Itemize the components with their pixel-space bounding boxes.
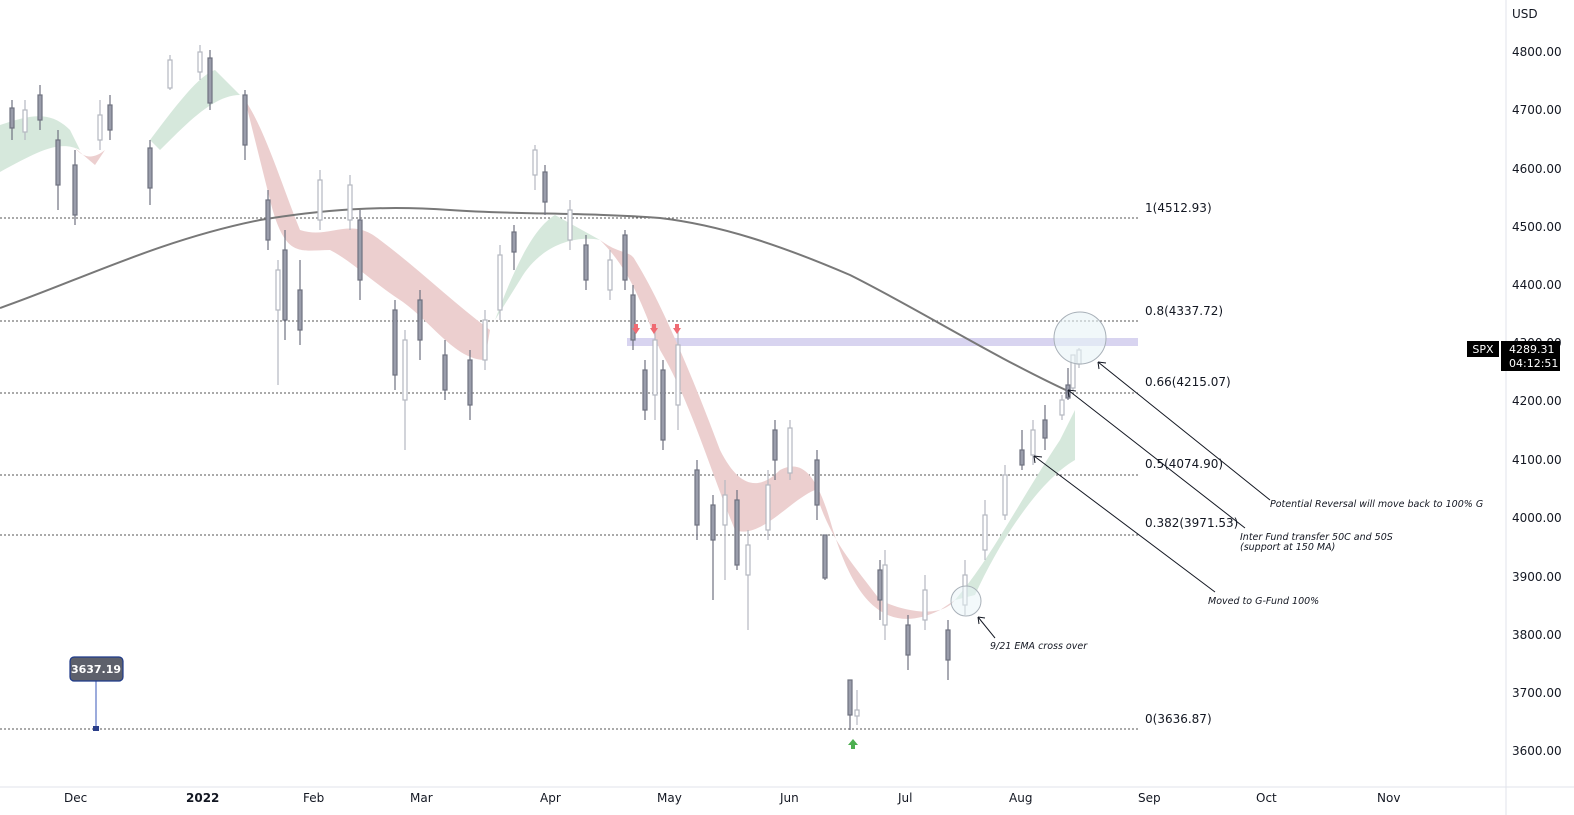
sell-signal-arrows bbox=[632, 324, 681, 334]
time-label: Sep bbox=[1138, 791, 1161, 805]
symbol-badge[interactable] bbox=[1467, 341, 1499, 357]
price-tick: 3600.00 bbox=[1512, 744, 1562, 758]
fib-label-0.8: 0.8(4337.72) bbox=[1145, 304, 1223, 318]
price-marker-callout[interactable] bbox=[69, 656, 124, 682]
arrow-down-icon bbox=[650, 324, 658, 334]
time-label: Jun bbox=[779, 791, 799, 805]
last-price: 4289.31 bbox=[1509, 343, 1555, 356]
resistance-band[interactable] bbox=[627, 338, 1138, 346]
note-gfund: Moved to G-Fund 100% bbox=[1208, 596, 1319, 607]
arrow-down-icon bbox=[632, 324, 640, 334]
time-label: Jul bbox=[897, 791, 912, 805]
symbol-badge-text: SPX bbox=[1472, 343, 1494, 356]
price-tick: 4800.00 bbox=[1512, 45, 1562, 59]
note-reversal: Potential Reversal will move back to 100… bbox=[1270, 499, 1483, 510]
note-ema: 9/21 EMA cross over bbox=[990, 641, 1088, 652]
price-tick: 4100.00 bbox=[1512, 453, 1562, 467]
note-interfund-2: (support at 150 MA) bbox=[1240, 542, 1335, 553]
time-label: Oct bbox=[1256, 791, 1277, 805]
fib-label-0.5: 0.5(4074.90) bbox=[1145, 457, 1223, 471]
ema-ribbon bbox=[0, 70, 1075, 619]
price-tick: 3900.00 bbox=[1512, 570, 1562, 584]
candles bbox=[9, 45, 1082, 730]
highlight-circle-reversal[interactable] bbox=[1053, 311, 1107, 365]
price-tick: 3700.00 bbox=[1512, 686, 1562, 700]
fib-label-0.382: 0.382(3971.53) bbox=[1145, 516, 1238, 530]
ma-150-line bbox=[0, 207, 1071, 393]
price-tick: 3800.00 bbox=[1512, 628, 1562, 642]
price-tick: 4700.00 bbox=[1512, 103, 1562, 117]
price-tick: 4500.00 bbox=[1512, 220, 1562, 234]
time-label: Nov bbox=[1377, 791, 1400, 805]
price-axis[interactable]: USD 4800.00 4700.00 4600.00 4500.00 4400… bbox=[1512, 7, 1562, 758]
fib-label-0: 0(3636.87) bbox=[1145, 712, 1212, 726]
time-label: May bbox=[657, 791, 682, 805]
highlight-circle-ema-cross[interactable] bbox=[950, 585, 982, 617]
fib-lines bbox=[0, 217, 1138, 730]
currency-label: USD bbox=[1512, 7, 1538, 21]
price-tick: 4200.00 bbox=[1512, 394, 1562, 408]
price-tick: 4600.00 bbox=[1512, 162, 1562, 176]
price-tick: 4400.00 bbox=[1512, 278, 1562, 292]
time-label: Apr bbox=[540, 791, 561, 805]
time-label: 2022 bbox=[186, 791, 219, 805]
arrow-up-icon bbox=[848, 739, 858, 749]
time-label: Dec bbox=[64, 791, 87, 805]
price-marker-text: 3637.19 bbox=[71, 663, 121, 676]
time-label: Feb bbox=[303, 791, 324, 805]
fib-label-1: 1(4512.93) bbox=[1145, 201, 1212, 215]
countdown: 04:12:51 bbox=[1509, 357, 1558, 370]
price-tick: 4000.00 bbox=[1512, 511, 1562, 525]
arrow-down-icon bbox=[673, 324, 681, 334]
last-price-badge bbox=[1501, 341, 1560, 371]
note-interfund-1: Inter Fund transfer 50C and 50S bbox=[1240, 532, 1393, 543]
fib-label-0.66: 0.66(4215.07) bbox=[1145, 375, 1231, 389]
time-axis[interactable]: Dec 2022 Feb Mar Apr May Jun Jul Aug Sep… bbox=[64, 791, 1400, 805]
time-label: Aug bbox=[1009, 791, 1032, 805]
annotation-arrows bbox=[977, 361, 1271, 639]
price-marker-dot bbox=[93, 726, 99, 731]
time-label: Mar bbox=[410, 791, 433, 805]
